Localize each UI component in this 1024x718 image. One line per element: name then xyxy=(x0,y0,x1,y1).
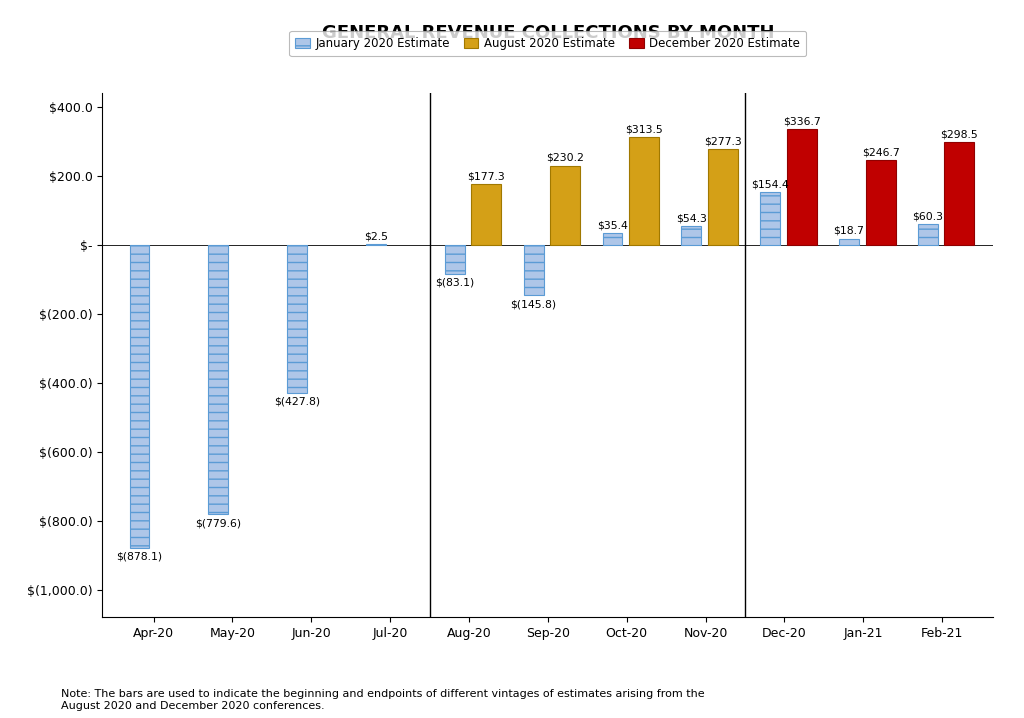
Text: $(427.8): $(427.8) xyxy=(274,397,321,406)
Title: GENERAL REVENUE COLLECTIONS BY MONTH: GENERAL REVENUE COLLECTIONS BY MONTH xyxy=(322,24,774,42)
Bar xyxy=(209,245,228,514)
Text: $60.3: $60.3 xyxy=(912,212,943,222)
Text: $154.4: $154.4 xyxy=(752,179,790,189)
Text: Note: The bars are used to indicate the beginning and endpoints of different vin: Note: The bars are used to indicate the … xyxy=(61,689,706,711)
Bar xyxy=(786,129,817,245)
Text: $35.4: $35.4 xyxy=(597,220,628,230)
Bar xyxy=(130,245,150,548)
Bar xyxy=(760,192,780,245)
Bar xyxy=(367,244,386,245)
Text: $230.2: $230.2 xyxy=(546,153,584,163)
Text: $2.5: $2.5 xyxy=(364,231,388,241)
Bar xyxy=(524,245,544,295)
Text: $(83.1): $(83.1) xyxy=(435,278,474,288)
Text: $(878.1): $(878.1) xyxy=(117,552,163,562)
Text: $298.5: $298.5 xyxy=(940,129,978,139)
Text: $(145.8): $(145.8) xyxy=(511,299,557,309)
Text: $336.7: $336.7 xyxy=(782,116,820,126)
Text: $(779.6): $(779.6) xyxy=(196,518,242,528)
Bar xyxy=(839,238,859,245)
Bar xyxy=(682,226,701,245)
Bar xyxy=(471,184,502,245)
Text: $246.7: $246.7 xyxy=(861,147,899,157)
Bar xyxy=(918,224,938,245)
Text: $177.3: $177.3 xyxy=(468,171,505,181)
Legend: January 2020 Estimate, August 2020 Estimate, December 2020 Estimate: January 2020 Estimate, August 2020 Estim… xyxy=(290,31,806,56)
Bar xyxy=(550,166,581,245)
Bar xyxy=(708,149,738,245)
Bar xyxy=(445,245,465,274)
Text: $277.3: $277.3 xyxy=(703,136,741,146)
Bar xyxy=(944,142,975,245)
Text: $313.5: $313.5 xyxy=(625,124,663,134)
Bar xyxy=(603,233,623,245)
Bar xyxy=(288,245,307,393)
Bar xyxy=(865,160,896,245)
Text: $18.7: $18.7 xyxy=(834,226,864,236)
Text: $54.3: $54.3 xyxy=(676,213,707,223)
Bar xyxy=(629,137,659,245)
